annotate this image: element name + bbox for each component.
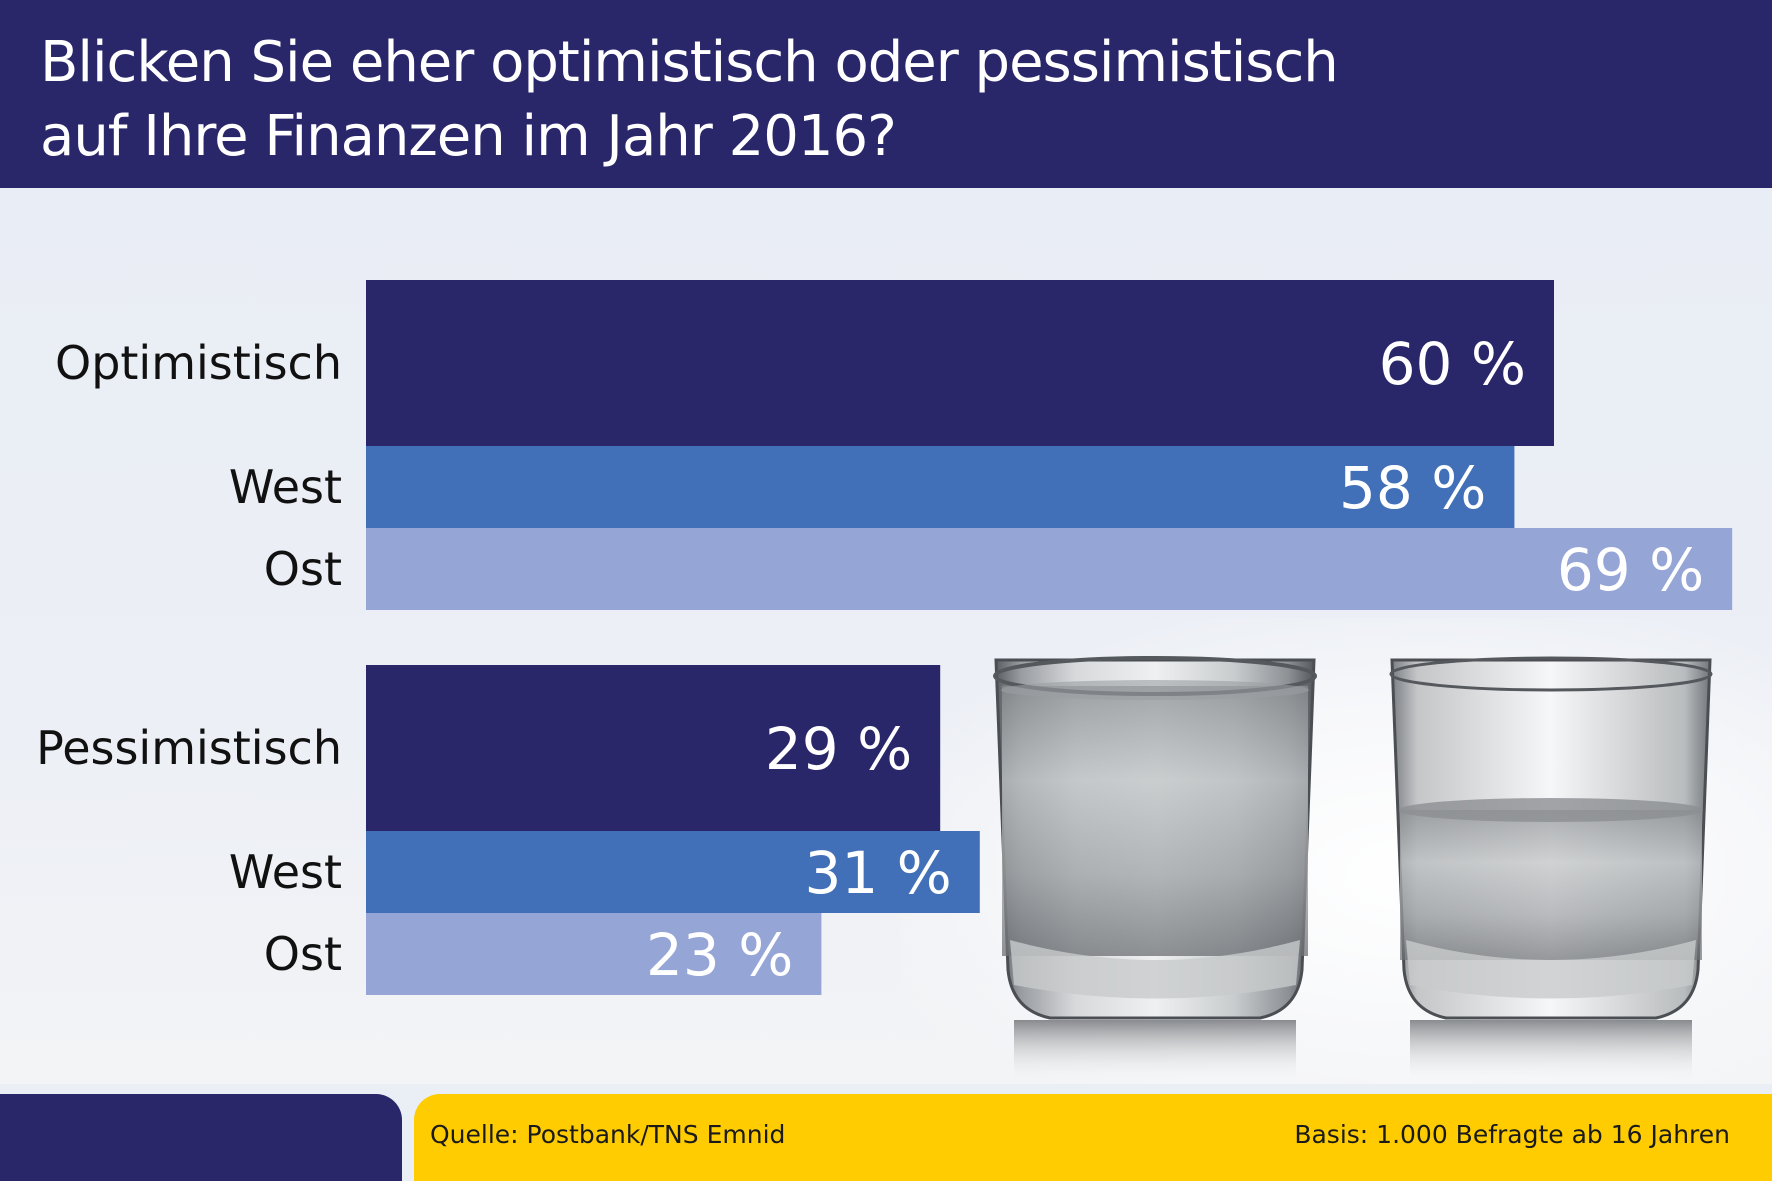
bar-optimistisch-total [366, 280, 1554, 446]
header-bar: Blicken Sie eher optimistisch oder pessi… [0, 0, 1772, 188]
value-label-pessimistisch-west: 31 % [804, 839, 951, 907]
sub-label-optimistisch-west: West [229, 460, 342, 514]
value-label-pessimistisch-total: 29 % [765, 715, 912, 783]
bar-pessimistisch-west [366, 831, 980, 913]
footer-left-block [0, 1094, 402, 1181]
chart-title: Blicken Sie eher optimistisch oder pessi… [40, 26, 1540, 174]
value-label-optimistisch-total: 60 % [1379, 330, 1526, 398]
water-glasses-illustration [993, 656, 1713, 1084]
sub-label-pessimistisch-west: West [229, 845, 342, 899]
footer-source-bar [414, 1094, 1772, 1181]
title-line-2: auf Ihre Finanzen im Jahr 2016? [40, 104, 897, 169]
value-label-optimistisch-west: 58 % [1339, 454, 1486, 522]
sub-label-optimistisch-ost: Ost [264, 542, 342, 596]
bar-pessimistisch-total [366, 665, 941, 831]
bar-optimistisch-ost [366, 528, 1733, 610]
basis-note: Basis: 1.000 Befragte ab 16 Jahren [1294, 1120, 1730, 1149]
full-glass-icon [993, 656, 1317, 1084]
value-label-optimistisch-ost: 69 % [1557, 536, 1704, 604]
category-label-pessimistisch: Pessimistisch [36, 721, 342, 775]
category-label-optimistisch: Optimistisch [55, 336, 342, 390]
half-glass-icon [1389, 656, 1713, 1084]
title-line-1: Blicken Sie eher optimistisch oder pessi… [40, 30, 1339, 95]
sub-label-pessimistisch-ost: Ost [264, 927, 342, 981]
value-label-pessimistisch-ost: 23 % [646, 921, 793, 989]
bar-pessimistisch-ost [366, 913, 822, 995]
source-note: Quelle: Postbank/TNS Emnid [430, 1120, 786, 1149]
bars-layer: 60 % Optimistisch 58 % West 69 % Ost 29 % Pessi… [36, 280, 1733, 995]
bar-optimistisch-west [366, 446, 1515, 528]
